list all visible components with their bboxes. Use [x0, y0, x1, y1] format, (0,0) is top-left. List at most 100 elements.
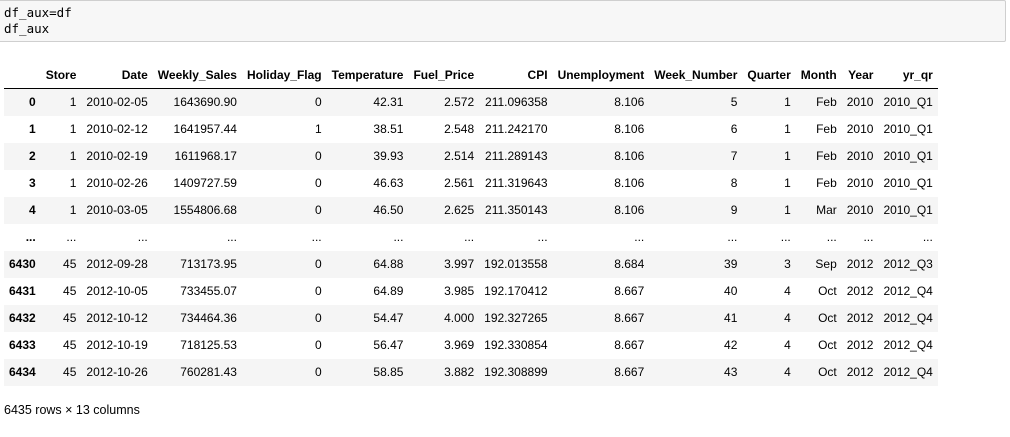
table-cell: 8.667 [614, 365, 645, 379]
table-cell: 1554806.68 [173, 203, 237, 217]
column-header: Month [795, 61, 842, 89]
table-cell: Feb [816, 122, 837, 136]
table-cell: ... [226, 230, 237, 244]
code-editor[interactable]: df_aux=df df_aux [0, 1, 1005, 37]
table-cell: 2012-09-28 [86, 257, 148, 271]
table-cell: 5 [730, 95, 738, 110]
table-cell: 1409727.59 [173, 176, 237, 190]
table-cell: 2012 [846, 338, 874, 352]
table-cell: 2012 [846, 257, 874, 271]
table-cell: 4 [784, 311, 791, 325]
table-cell: 4.000 [444, 311, 475, 325]
table-cell: 2010-03-05 [86, 203, 148, 217]
table-cell: ... [311, 230, 322, 244]
table-cell: 43 [724, 365, 738, 379]
table-row: 6434 45 2012-10-26 760281.43 0 58.85 3.882 192.… [4, 358, 938, 386]
header-row: Store Date Weekly_Sales Holiday_Flag Tempera… [4, 61, 938, 89]
table-cell: 2.561 [444, 176, 475, 190]
table-cell: ... [464, 230, 475, 244]
table-cell: 2012_Q4 [883, 365, 933, 379]
table-header: Store Date Weekly_Sales Holiday_Flag Tempera… [4, 61, 938, 89]
table-cell: 192.013558 [484, 257, 548, 271]
table-row: 6431 45 2012-10-05 733455.07 0 64.89 3.985 192.… [4, 278, 938, 305]
table-cell: 2012_Q4 [883, 311, 933, 325]
table-cell: 0 [314, 95, 322, 110]
table-cell: ... [727, 230, 738, 244]
table-cell: 38.51 [373, 122, 404, 136]
table-cell: 8.667 [614, 338, 645, 352]
table-cell: 2010_Q1 [883, 176, 933, 190]
code-line: df_aux [4, 21, 50, 36]
table-cell: 211.350143 [485, 203, 548, 217]
column-header: CPI [479, 61, 553, 89]
table-row: 6430 45 2012-09-28 713173.95 0 64.88 3.997 192.… [4, 250, 938, 278]
column-header: Quarter [742, 61, 796, 89]
table-cell: 2012-10-19 [86, 338, 148, 352]
column-header: Store [40, 61, 82, 89]
table-cell: Oct [818, 284, 837, 298]
table-cell: 211.242170 [485, 122, 548, 136]
table-cell: 2.572 [444, 95, 475, 110]
table-cell: 39.93 [373, 149, 404, 163]
table-cell: 2012_Q4 [883, 284, 933, 298]
table-cell: 211.096358 [485, 95, 548, 110]
column-header: yr_qr [878, 61, 938, 89]
table-cell: 192.308899 [484, 365, 548, 379]
table-cell: Oct [818, 365, 837, 379]
table-cell: 0 [314, 284, 322, 298]
row-index: 1 [29, 122, 36, 136]
table-cell: 192.327265 [484, 311, 548, 325]
table-cell: 8.106 [614, 203, 645, 217]
table-cell: Mar [816, 203, 837, 217]
table-cell: 1 [69, 95, 77, 110]
table-cell: 2010-02-26 [86, 176, 148, 190]
row-index: 6430 [9, 257, 36, 271]
dataframe-table: Store Date Weekly_Sales Holiday_Flag Tempera… [4, 61, 938, 386]
table-cell: ... [634, 230, 645, 244]
table-row: 1 1 2010-02-12 1641957.44 1 38.51 2.548 211.242… [4, 116, 938, 143]
code-line: df_aux=df [4, 5, 72, 20]
table-cell: 0 [314, 338, 322, 352]
table-cell: 4 [784, 338, 791, 352]
table-body: 0 1 2010-02-05 1643690.90 0 42.31 2.572 211.096… [4, 88, 938, 386]
table-cell: 8.667 [614, 284, 645, 298]
table-cell: 56.47 [373, 338, 404, 352]
code-input-cell[interactable]: df_aux=df df_aux [0, 0, 1006, 42]
table-row: 4 1 2010-03-05 1554806.68 0 46.50 2.625 211.350… [4, 196, 938, 224]
table-cell: ... [863, 230, 874, 244]
dataframe-shape-text: 6435 rows × 13 columns [4, 403, 140, 417]
table-row: ........................................… [4, 224, 938, 251]
table-cell: 2.514 [444, 149, 475, 163]
table-cell: 0 [314, 176, 322, 190]
row-index: ... [25, 230, 36, 244]
table-row: 3 1 2010-02-26 1409727.59 0 46.63 2.561 211.319… [4, 170, 938, 197]
table-cell: 45 [63, 365, 77, 379]
table-cell: 211.319643 [485, 176, 548, 190]
table-cell: 733455.07 [180, 284, 237, 298]
column-header: Holiday_Flag [241, 61, 327, 89]
table-cell: 2010_Q1 [883, 122, 933, 136]
row-index: 2 [29, 149, 36, 163]
table-cell: 2.548 [444, 122, 475, 136]
table-cell: ... [537, 230, 548, 244]
table-cell: 0 [314, 257, 322, 271]
table-cell: 3 [784, 257, 791, 271]
table-cell: 42 [724, 338, 738, 352]
table-cell: 0 [314, 149, 322, 163]
table-cell: 2012-10-26 [86, 365, 148, 379]
table-cell: 2010 [846, 122, 874, 136]
table-cell: 2012 [846, 311, 874, 325]
table-cell: 2010 [846, 149, 874, 163]
table-cell: 1 [784, 95, 791, 110]
table-cell: 8.106 [614, 176, 645, 190]
table-cell: 42.31 [373, 95, 404, 110]
table-cell: 45 [63, 257, 77, 271]
table-cell: 0 [314, 203, 322, 217]
table-cell: 1 [69, 122, 77, 136]
table-cell: Oct [818, 338, 837, 352]
table-cell: 40 [724, 284, 738, 298]
table-cell: 713173.95 [180, 257, 237, 271]
table-cell: 8.106 [614, 122, 645, 136]
table-cell: 45 [63, 338, 77, 352]
table-cell: 2010_Q1 [883, 149, 933, 163]
